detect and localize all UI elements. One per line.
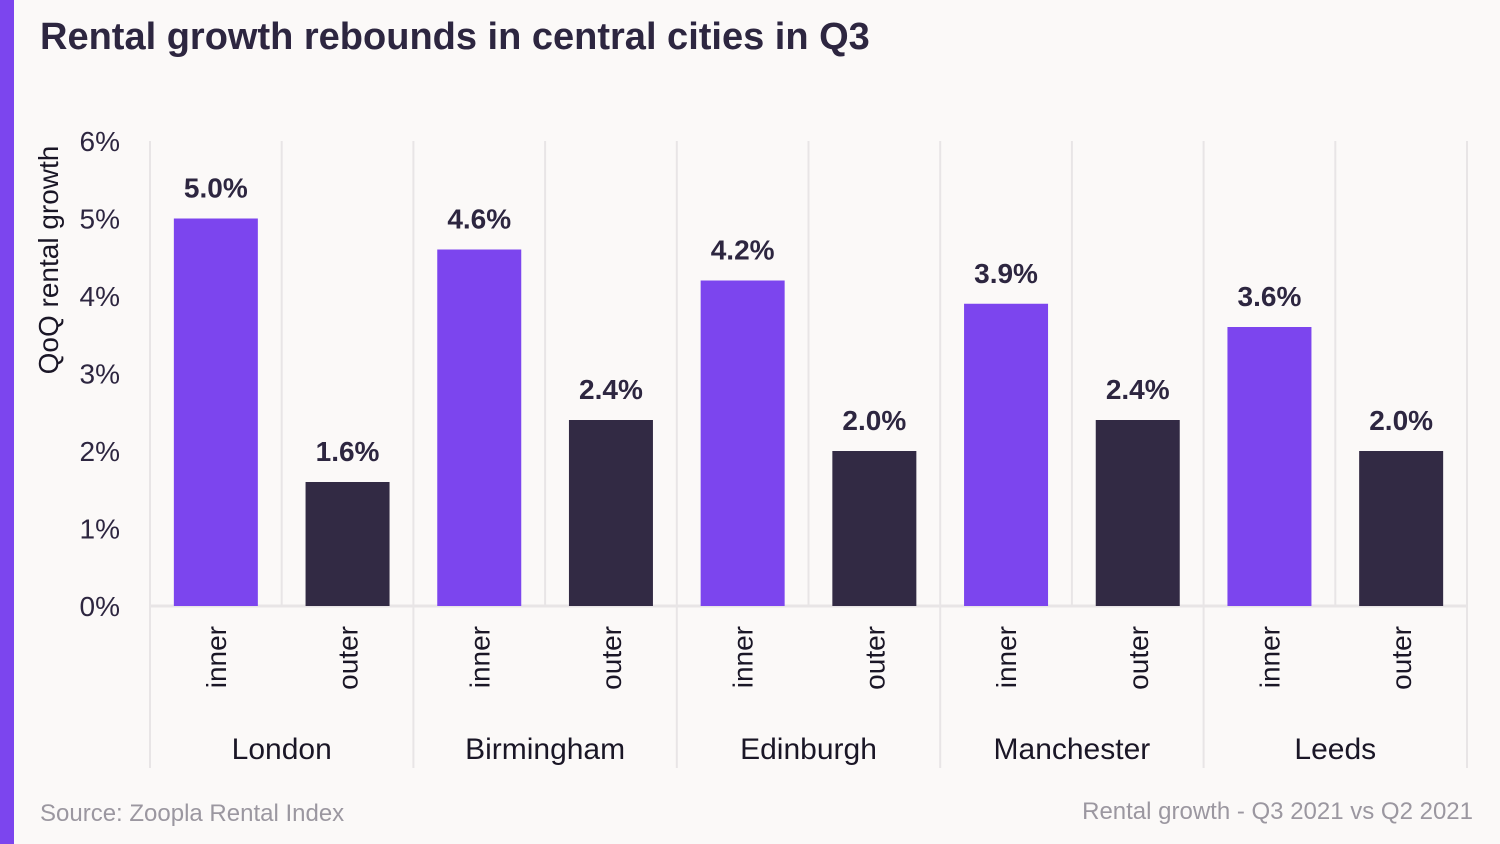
- y-tick-label: 5%: [80, 204, 120, 235]
- accent-bar: [0, 0, 14, 844]
- x-category-label: Manchester: [994, 733, 1151, 766]
- data-label: 4.6%: [447, 204, 511, 235]
- y-axis-label: QoQ rental growth: [33, 146, 64, 375]
- x-sublabel-outer: outer: [333, 626, 364, 690]
- y-tick-label: 1%: [80, 514, 120, 545]
- bar-birmingham-inner: [437, 249, 522, 606]
- x-sublabel-outer: outer: [859, 626, 890, 690]
- y-tick-label: 3%: [80, 359, 120, 390]
- source-note: Source: Zoopla Rental Index: [40, 800, 345, 827]
- data-label: 2.4%: [1106, 374, 1170, 405]
- y-axis-ticks: 0% 1% 2% 3% 4% 5% 6%: [80, 126, 120, 622]
- bar-edinburgh-inner: [700, 280, 785, 606]
- x-sublabel-outer: outer: [596, 626, 627, 690]
- bar-leeds-outer: [1359, 451, 1444, 606]
- x-category-label: Edinburgh: [740, 733, 877, 766]
- y-tick-label: 2%: [80, 436, 120, 467]
- x-sublabel-outer: outer: [1123, 626, 1154, 690]
- y-tick-label: 4%: [80, 281, 120, 312]
- bar-manchester-inner: [964, 303, 1049, 606]
- data-label: 1.6%: [316, 436, 380, 467]
- data-labels: 5.0% 1.6% 4.6% 2.4% 4.2% 2.0% 3.9% 2.4% 3.6% 2.0%: [184, 173, 1433, 468]
- chart-caption: Rental growth - Q3 2021 vs Q2 2021: [1082, 798, 1473, 825]
- chart-title: Rental growth rebounds in central cities…: [40, 16, 870, 58]
- x-sublabel-inner: inner: [464, 626, 495, 688]
- bar-london-outer: [305, 482, 390, 606]
- x-sublabel-outer: outer: [1386, 626, 1417, 690]
- bar-london-inner: [173, 218, 258, 606]
- data-label: 3.6%: [1238, 281, 1302, 312]
- y-tick-label: 0%: [80, 591, 120, 622]
- bar-manchester-outer: [1095, 420, 1180, 606]
- x-sublabel-inner: inner: [1254, 626, 1285, 688]
- bars: [173, 218, 1444, 606]
- x-sublabel-inner: inner: [991, 626, 1022, 688]
- bar-edinburgh-outer: [832, 451, 917, 606]
- x-sublabel-inner: inner: [201, 626, 232, 688]
- data-label: 2.0%: [842, 405, 906, 436]
- data-label: 2.4%: [579, 374, 643, 405]
- data-label: 3.9%: [974, 258, 1038, 289]
- x-axis: inner outer London inner outer Birmingham inne…: [201, 626, 1417, 766]
- bar-birmingham-outer: [568, 420, 653, 606]
- x-category-label: London: [232, 733, 332, 766]
- x-sublabel-inner: inner: [728, 626, 759, 688]
- data-label: 4.2%: [711, 235, 775, 266]
- x-category-label: Birmingham: [465, 733, 625, 766]
- bar-leeds-inner: [1227, 327, 1312, 606]
- y-tick-label: 6%: [80, 126, 120, 157]
- x-category-label: Leeds: [1294, 733, 1376, 766]
- data-label: 5.0%: [184, 173, 248, 204]
- data-label: 2.0%: [1369, 405, 1433, 436]
